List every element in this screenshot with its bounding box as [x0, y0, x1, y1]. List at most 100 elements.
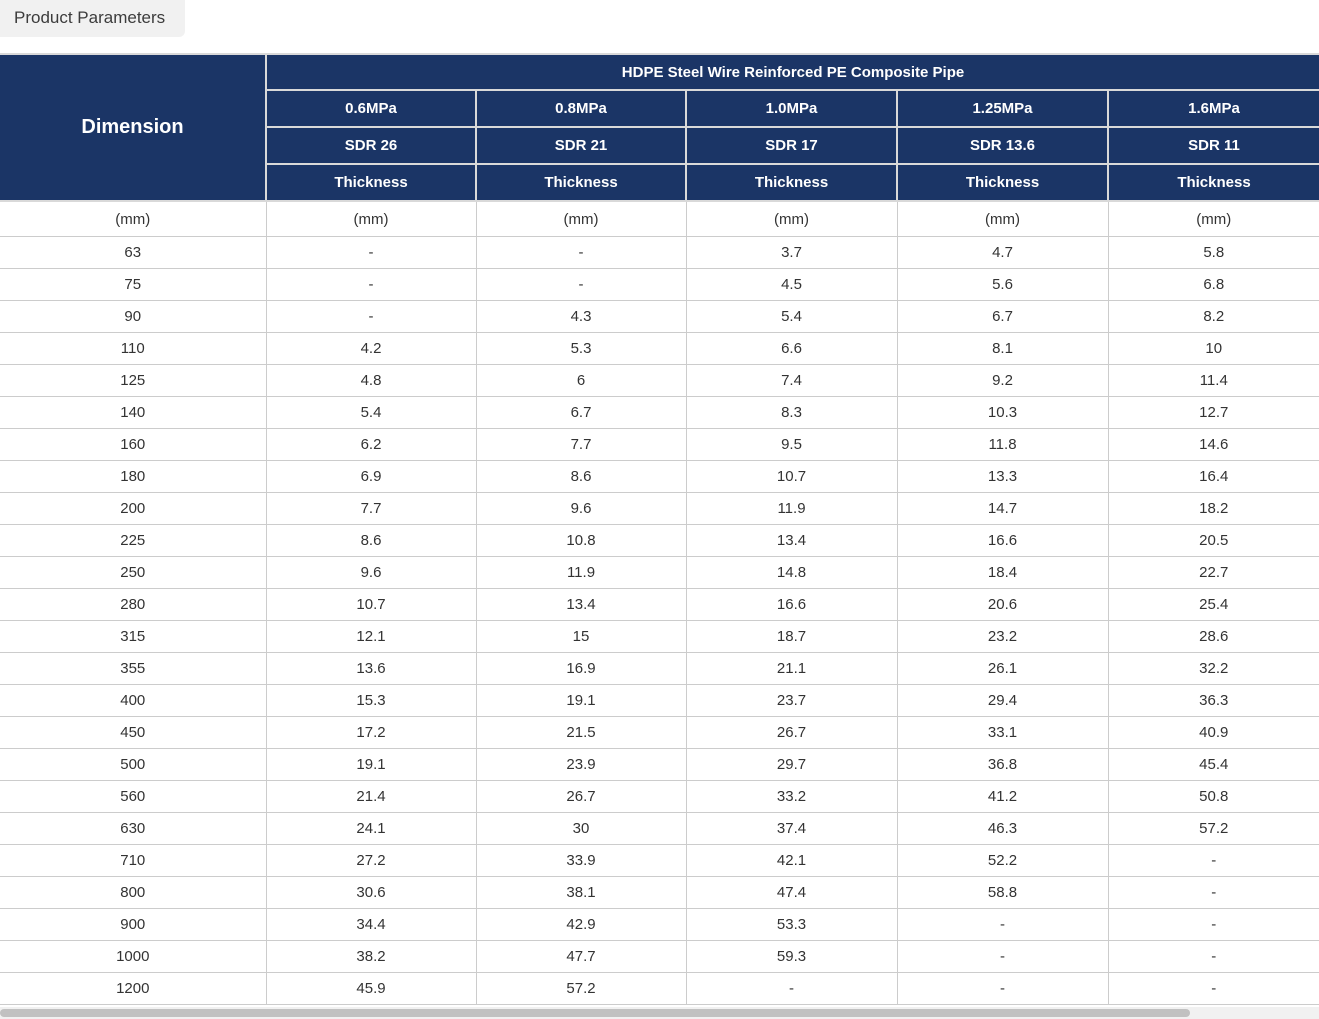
- table-row: 280 10.7 13.4 16.6 20.6 25.4: [0, 588, 1319, 621]
- table-row: 75- -4.5 5.6 6.8: [0, 268, 1319, 301]
- thickness-value-cell: 14.7: [896, 492, 1109, 525]
- thickness-value-cell: 50.8: [1107, 780, 1319, 813]
- thickness-value-cell: -: [1107, 972, 1319, 1005]
- dimension-cell: 500: [0, 748, 267, 781]
- thickness-value-cell: 4.3: [475, 300, 687, 333]
- thickness-value-cell: 28.6: [1107, 620, 1319, 653]
- dimension-cell: 1000: [0, 940, 267, 973]
- thickness-value-cell: 38.1: [475, 876, 687, 909]
- product-parameters-tab[interactable]: Product Parameters: [0, 0, 186, 37]
- dimension-header-cell: Dimension: [0, 53, 267, 202]
- thickness-value-cell: 5.8: [1107, 236, 1319, 269]
- thickness-value-cell: 21.1: [685, 652, 898, 685]
- thickness-value-cell: 17.2: [265, 716, 477, 749]
- thickness-value-cell: 6.9: [265, 460, 477, 493]
- thickness-header-cell: Thickness: [1106, 163, 1319, 202]
- thickness-value-cell: 10.7: [265, 588, 477, 621]
- thickness-value-cell: 7.7: [475, 428, 687, 461]
- thickness-value-cell: 10.8: [475, 524, 687, 557]
- thickness-value-cell: 57.2: [1107, 812, 1319, 845]
- table-row: 560 21.4 26.7 33.2 41.2 50.8: [0, 780, 1319, 813]
- thickness-value-cell: 6.8: [1107, 268, 1319, 301]
- sdr-header-cell: SDR 21: [475, 126, 687, 165]
- thickness-value-cell: 33.2: [685, 780, 898, 813]
- thickness-value-cell: 37.4: [685, 812, 898, 845]
- product-parameters-table: Dimension HDPE Steel Wire Reinforced PE …: [0, 53, 1319, 1005]
- thickness-value-cell: 22.7: [1107, 556, 1319, 589]
- thickness-value-cell: 46.3: [896, 812, 1109, 845]
- table-row: 400 15.3 19.1 23.7 29.4 36.3: [0, 684, 1319, 717]
- thickness-value-cell: 29.7: [685, 748, 898, 781]
- thickness-value-cell: 18.4: [896, 556, 1109, 589]
- pressure-header-cell: 1.25MPa: [896, 89, 1109, 128]
- thickness-header-cell: Thickness: [896, 163, 1109, 202]
- dimension-cell: 250: [0, 556, 267, 589]
- thickness-value-cell: 45.4: [1107, 748, 1319, 781]
- thickness-value-cell: 19.1: [265, 748, 477, 781]
- thickness-value-cell: 10.3: [896, 396, 1109, 429]
- table-row: 125 4.8 6 7.4 9.2 11.4: [0, 364, 1319, 397]
- dimension-cell: 140: [0, 396, 267, 429]
- thickness-value-cell: 16.6: [685, 588, 898, 621]
- dimension-cell: 560: [0, 780, 267, 813]
- thickness-value-cell: -: [1107, 908, 1319, 941]
- thickness-value-cell: 12.7: [1107, 396, 1319, 429]
- thickness-value-cell: 9.6: [475, 492, 687, 525]
- thickness-value-cell: -: [265, 268, 477, 301]
- thickness-value-cell: 13.4: [475, 588, 687, 621]
- thickness-value-cell: 7.4: [685, 364, 898, 397]
- thickness-value-cell: 34.4: [265, 908, 477, 941]
- thickness-value-cell: 13.4: [685, 524, 898, 557]
- thickness-value-cell: -: [1107, 844, 1319, 877]
- thickness-value-cell: 19.1: [475, 684, 687, 717]
- thickness-value-cell: 30: [475, 812, 687, 845]
- table-row: 63- -3.7 4.7 5.8: [0, 236, 1319, 269]
- unit-cell: (mm): [265, 200, 477, 237]
- horizontal-scrollbar-thumb[interactable]: [0, 1009, 1190, 1017]
- thickness-value-cell: -: [896, 972, 1109, 1005]
- thickness-value-cell: 14.8: [685, 556, 898, 589]
- thickness-value-cell: 33.9: [475, 844, 687, 877]
- sdr-header-cell: SDR 17: [685, 126, 898, 165]
- thickness-value-cell: 8.1: [896, 332, 1109, 365]
- dimension-cell: 110: [0, 332, 267, 365]
- dimension-cell: 450: [0, 716, 267, 749]
- thickness-value-cell: 27.2: [265, 844, 477, 877]
- thickness-value-cell: 36.3: [1107, 684, 1319, 717]
- thickness-value-cell: 23.9: [475, 748, 687, 781]
- unit-cell: (mm): [685, 200, 898, 237]
- table-row: 315 12.1 15 18.7 23.2 28.6: [0, 620, 1319, 653]
- table-row: 90-4.3 5.4 6.7 8.2: [0, 300, 1319, 333]
- thickness-value-cell: 3.7: [685, 236, 898, 269]
- thickness-value-cell: 53.3: [685, 908, 898, 941]
- thickness-value-cell: 14.6: [1107, 428, 1319, 461]
- thickness-value-cell: -: [475, 268, 687, 301]
- thickness-value-cell: 5.4: [685, 300, 898, 333]
- thickness-value-cell: 8.2: [1107, 300, 1319, 333]
- pressure-header-row: 0.6MPa 0.8MPa 1.0MPa 1.25MPa 1.6MPa: [0, 89, 1319, 128]
- thickness-value-cell: 11.9: [475, 556, 687, 589]
- dimension-cell: 355: [0, 652, 267, 685]
- pressure-header-cell: 1.0MPa: [685, 89, 898, 128]
- thickness-header-row: Thickness Thickness Thickness Thickness Thic…: [0, 163, 1319, 202]
- thickness-value-cell: 18.7: [685, 620, 898, 653]
- thickness-value-cell: 33.1: [896, 716, 1109, 749]
- table-row: 710 27.2 33.9 42.1 52.2-: [0, 844, 1319, 877]
- thickness-value-cell: 16.4: [1107, 460, 1319, 493]
- product-group-header-cell: HDPE Steel Wire Reinforced PE Composite …: [264, 53, 1319, 91]
- horizontal-scrollbar-track[interactable]: [0, 1007, 1319, 1019]
- dimension-cell: 800: [0, 876, 267, 909]
- thickness-value-cell: 12.1: [265, 620, 477, 653]
- thickness-value-cell: 36.8: [896, 748, 1109, 781]
- dimension-cell: 1200: [0, 972, 267, 1005]
- thickness-value-cell: -: [896, 908, 1109, 941]
- thickness-value-cell: 7.7: [265, 492, 477, 525]
- thickness-value-cell: 8.6: [475, 460, 687, 493]
- thickness-value-cell: 10: [1107, 332, 1319, 365]
- thickness-value-cell: 16.9: [475, 652, 687, 685]
- thickness-value-cell: 45.9: [265, 972, 477, 1005]
- group-header-row: Dimension HDPE Steel Wire Reinforced PE …: [0, 53, 1319, 202]
- thickness-value-cell: 42.9: [475, 908, 687, 941]
- table-row: 450 17.2 21.5 26.7 33.1 40.9: [0, 716, 1319, 749]
- thickness-value-cell: -: [1107, 940, 1319, 973]
